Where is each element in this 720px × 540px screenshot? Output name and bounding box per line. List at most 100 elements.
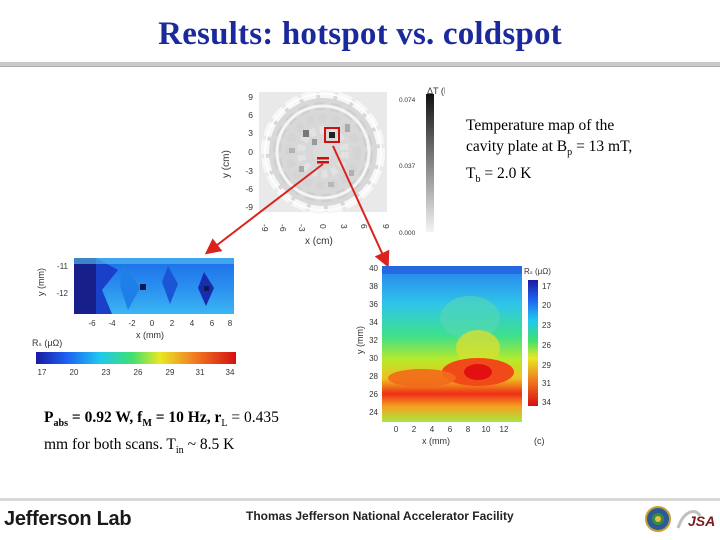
y-tick-label: 9 bbox=[248, 92, 253, 102]
x-tick-label: 2 bbox=[412, 425, 417, 434]
panel-label: (c) bbox=[534, 436, 545, 446]
colorbar-tick: 0.037 bbox=[399, 163, 416, 170]
x-tick-label: 2 bbox=[170, 319, 175, 328]
y-tick-label: 26 bbox=[369, 390, 378, 399]
arrow-to-right-scan bbox=[332, 145, 390, 268]
colorbar-tick: 20 bbox=[70, 368, 79, 377]
colorbar-tick: 17 bbox=[542, 282, 551, 291]
hotspot-box bbox=[324, 127, 340, 143]
colorbar-title: ΔT (K) bbox=[427, 86, 445, 96]
y-tick-label: 32 bbox=[369, 336, 378, 345]
y-tick-label: -11 bbox=[57, 262, 69, 271]
x-tick-label: -3 bbox=[297, 224, 307, 232]
x-tick-label: -6 bbox=[88, 319, 96, 328]
map-x-axis-label: x (cm) bbox=[305, 236, 333, 247]
left-scan-figure: -11 -12 y (mm) -6 -4 -2 0 2 4 6 8 x (mm)… bbox=[32, 258, 236, 377]
caption-text: ~ 8.5 K bbox=[183, 436, 235, 454]
colorbar-tick: 17 bbox=[38, 368, 47, 377]
right-y-axis-label: y (mm) bbox=[355, 326, 365, 354]
y-tick-label: 6 bbox=[248, 110, 253, 120]
x-tick-label: 10 bbox=[482, 425, 491, 434]
caption-line: cavity plate at B bbox=[466, 138, 568, 155]
x-tick-label: 0 bbox=[394, 425, 399, 434]
colorbar-tick: 0.000 bbox=[399, 230, 416, 237]
doe-seal-icon bbox=[645, 506, 671, 532]
x-tick-label: 8 bbox=[228, 319, 233, 328]
colorbar-tick: 23 bbox=[542, 321, 551, 330]
y-tick-label: 28 bbox=[369, 372, 378, 381]
y-tick-label: 36 bbox=[369, 300, 378, 309]
y-tick-label: -3 bbox=[245, 166, 253, 176]
temperature-map-caption: Temperature map of the cavity plate at B… bbox=[466, 115, 696, 190]
scan-parameters-caption: Pabs = 0.92 W, fM = 10 Hz, rL = 0.435 mm… bbox=[44, 407, 344, 461]
y-tick-label: -12 bbox=[56, 289, 68, 298]
jsa-logo-icon: JSA bbox=[676, 510, 715, 529]
caption-subscript: L bbox=[221, 418, 228, 430]
right-y-ticks: 40 38 36 34 32 30 28 26 24 bbox=[369, 264, 378, 417]
x-tick-label: -6 bbox=[278, 224, 288, 232]
left-colorbar-title: Rₛ (μΩ) bbox=[32, 338, 62, 348]
x-tick-label: -4 bbox=[108, 319, 116, 328]
facility-name: Thomas Jefferson National Accelerator Fa… bbox=[246, 509, 514, 523]
caption-subscript: abs bbox=[53, 418, 69, 430]
left-y-axis-label: y (mm) bbox=[36, 268, 46, 296]
map-y-ticks: 9 6 3 0 -3 -6 -9 bbox=[245, 92, 253, 212]
left-scan-features bbox=[74, 258, 234, 314]
x-tick-label: -2 bbox=[128, 319, 136, 328]
right-scan-features bbox=[382, 266, 522, 387]
title-divider bbox=[0, 62, 720, 67]
y-tick-label: -9 bbox=[245, 202, 253, 212]
caption-text: = 0.92 W, f bbox=[68, 409, 143, 426]
colorbar-tick: 31 bbox=[542, 379, 551, 388]
caption-subscript: M bbox=[142, 418, 152, 430]
x-tick-label: -9 bbox=[260, 224, 270, 232]
x-tick-label: 4 bbox=[190, 319, 195, 328]
slide-title: Results: hotspot vs. coldspot bbox=[158, 16, 562, 52]
y-tick-label: 30 bbox=[369, 354, 378, 363]
hotspot-marker bbox=[329, 132, 335, 138]
coldspot-marker bbox=[317, 161, 329, 164]
caption-subscript: p bbox=[567, 147, 573, 159]
map-y-axis-label: y (cm) bbox=[221, 150, 232, 178]
x-tick-label: 12 bbox=[500, 425, 509, 434]
colorbar-tick: 34 bbox=[542, 398, 551, 407]
caption-text: = 0.435 bbox=[227, 409, 279, 426]
x-tick-label: 6 bbox=[359, 224, 369, 229]
right-scan-plot-area bbox=[382, 266, 522, 422]
right-x-ticks: 0 2 4 6 8 10 12 bbox=[394, 425, 509, 434]
caption-subscript: in bbox=[175, 445, 184, 457]
colorbar-tick: 29 bbox=[166, 368, 175, 377]
x-tick-label: 3 bbox=[339, 224, 349, 229]
x-tick-label: 8 bbox=[466, 425, 471, 434]
jsa-text: JSA bbox=[688, 513, 715, 529]
y-tick-label: 34 bbox=[369, 318, 378, 327]
caption-line: = 2.0 K bbox=[480, 165, 532, 183]
x-tick-label: 4 bbox=[430, 425, 435, 434]
caption-line: = 13 mT, bbox=[572, 138, 633, 155]
y-tick-label: 38 bbox=[369, 282, 378, 291]
y-tick-label: 40 bbox=[369, 264, 378, 273]
colorbar-tick: 0.074 bbox=[399, 97, 416, 104]
left-x-axis-label: x (mm) bbox=[136, 330, 164, 340]
left-colorbar bbox=[36, 352, 236, 364]
temperature-map-figure: 9 6 3 0 -3 -6 -9 -9 -6 -3 0 3 6 9 y (cm)… bbox=[221, 86, 445, 247]
caption-subscript: b bbox=[475, 174, 481, 186]
caption-line: Temperature map of the bbox=[466, 117, 615, 134]
colorbar-tick: 34 bbox=[226, 368, 235, 377]
colorbar-tick: 23 bbox=[102, 368, 111, 377]
right-colorbar bbox=[528, 280, 538, 406]
map-colorbar bbox=[426, 94, 434, 232]
y-tick-label: -6 bbox=[245, 184, 253, 194]
right-colorbar-ticks: 17 20 23 26 29 31 34 bbox=[542, 282, 551, 407]
right-x-axis-label: x (mm) bbox=[422, 436, 450, 446]
colorbar-tick: 31 bbox=[196, 368, 205, 377]
map-x-ticks: -9 -6 -3 0 3 6 9 bbox=[260, 224, 391, 232]
x-tick-label: 0 bbox=[318, 224, 328, 229]
footer-divider bbox=[0, 498, 720, 501]
jefferson-lab-logo: Jefferson Lab bbox=[4, 508, 132, 530]
caption-text: P bbox=[44, 409, 54, 426]
right-colorbar-title: Rₛ (μΩ) bbox=[524, 267, 551, 276]
colorbar-tick: 20 bbox=[542, 301, 551, 310]
y-tick-label: 3 bbox=[248, 128, 253, 138]
